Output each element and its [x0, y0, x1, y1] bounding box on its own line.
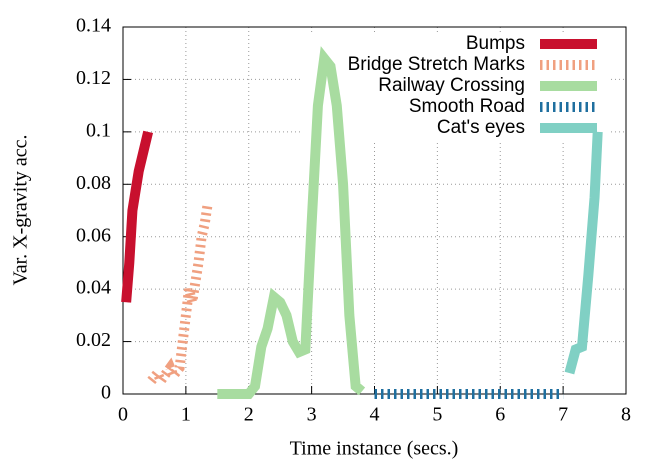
x-tick-label: 6: [495, 404, 505, 426]
x-tick-label: 1: [181, 404, 191, 426]
y-tick-label: 0.04: [76, 277, 111, 299]
data-line: [121, 130, 154, 303]
x-tick-label: 2: [244, 404, 254, 426]
x-tick-label: 8: [621, 404, 631, 426]
y-tick-label: 0.12: [76, 67, 111, 89]
legend-label: Railway Crossing: [378, 75, 525, 96]
x-tick-label: 7: [558, 404, 568, 426]
legend-label: Bridge Stretch Marks: [348, 54, 525, 75]
data-line: [217, 46, 366, 399]
data-line: [564, 131, 603, 375]
y-tick-label: 0.06: [76, 224, 111, 246]
y-tick-label: 0.14: [76, 15, 111, 37]
y-tick-label: 0.08: [76, 172, 111, 194]
x-tick-label: 0: [118, 404, 128, 426]
legend-label: Bumps: [466, 33, 525, 54]
legend-label: Cat's eyes: [437, 117, 525, 138]
data-line: [147, 201, 213, 392]
y-tick-label: 0.1: [86, 119, 111, 141]
x-tick-label: 3: [307, 404, 317, 426]
y-tick-label: 0.02: [76, 329, 111, 351]
y-tick-label: 0: [101, 382, 111, 404]
y-axis-label: Var. X-gravity acc.: [10, 134, 32, 285]
x-tick-label: 4: [370, 404, 380, 426]
x-axis-label: Time instance (secs.): [290, 438, 459, 460]
x-tick-label: 5: [432, 404, 442, 426]
legend-label: Smooth Road: [409, 96, 525, 117]
